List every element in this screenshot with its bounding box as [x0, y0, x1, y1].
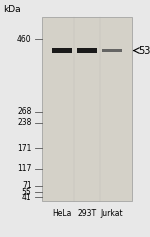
Text: Jurkat: Jurkat: [101, 209, 123, 218]
Text: kDa: kDa: [3, 5, 21, 14]
Text: 53BP1: 53BP1: [138, 46, 150, 55]
Text: 41: 41: [22, 193, 32, 202]
Text: 71: 71: [22, 182, 32, 191]
Text: 55: 55: [22, 187, 32, 196]
Text: 171: 171: [17, 144, 32, 153]
Text: 460: 460: [17, 35, 32, 44]
Text: 293T: 293T: [77, 209, 97, 218]
Text: 268: 268: [17, 107, 32, 116]
Text: HeLa: HeLa: [52, 209, 72, 218]
Text: 117: 117: [17, 164, 32, 173]
Text: 238: 238: [17, 118, 32, 128]
